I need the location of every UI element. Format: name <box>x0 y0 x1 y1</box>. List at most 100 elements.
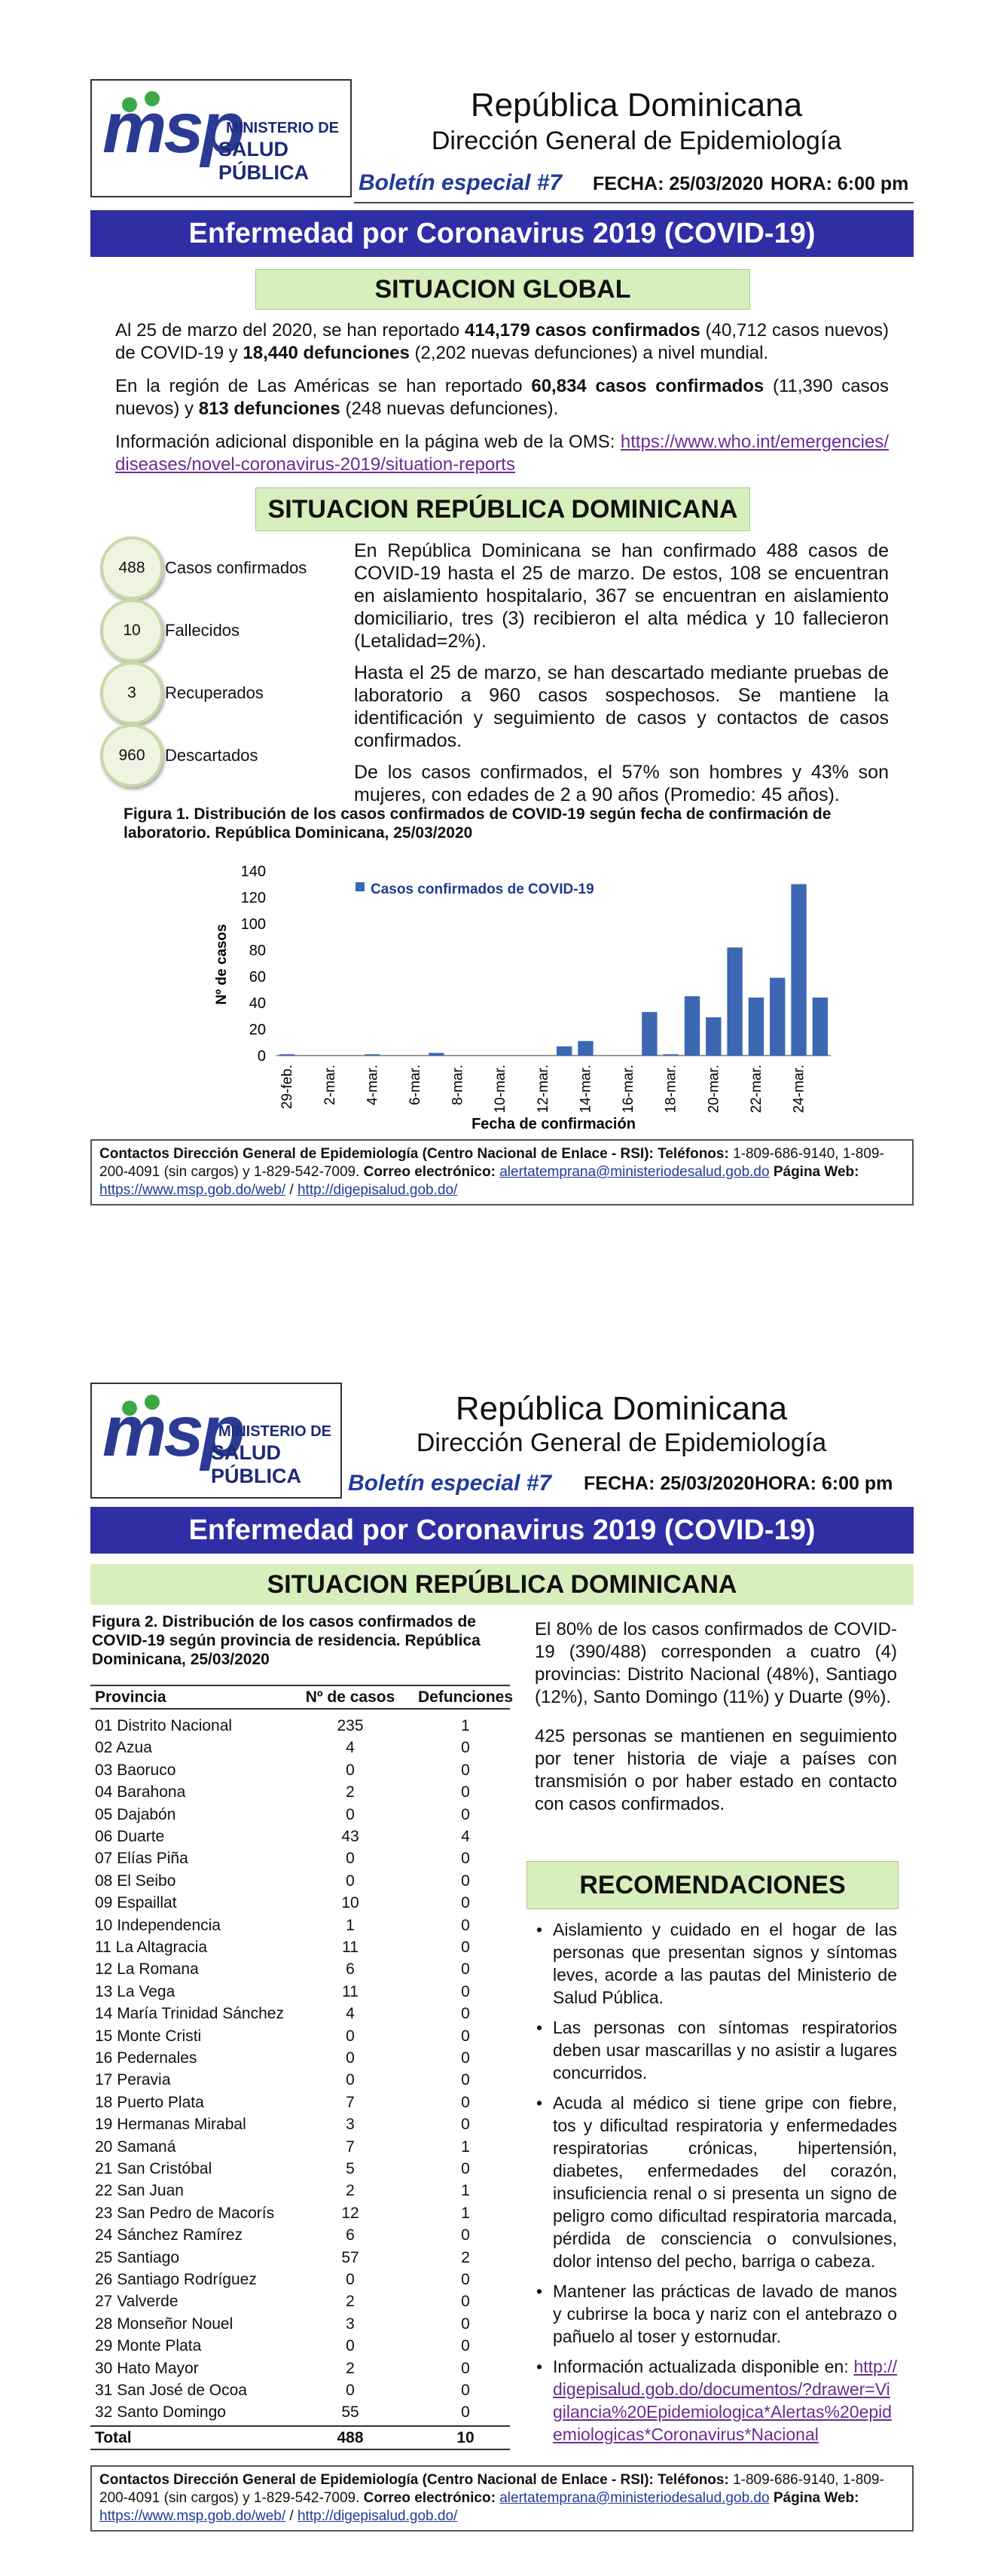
table-cell: 04 Barahona <box>95 1783 186 1801</box>
banner: Enfermedad por Coronavirus 2019 (COVID-1… <box>90 210 914 257</box>
chart: Nº de casos Fecha de confirmación Casos … <box>214 863 831 1132</box>
logo: msp MINISTERIO DE SALUD PÚBLICA <box>90 1383 342 1499</box>
table-cell: 2 <box>346 2182 355 2200</box>
text: (11,390 casos nuevos) y <box>115 376 889 419</box>
x-tick-label: 12-mar. <box>536 1065 551 1113</box>
table-row: 06 Duarte 43 4 <box>90 1826 510 1847</box>
link[interactable]: alertatemprana@ministeriodesalud.gob.do <box>499 1164 770 1180</box>
table-cell: 0 <box>346 2382 355 2399</box>
link[interactable]: https://www.msp.gob.do/web/ <box>99 2508 286 2524</box>
table-cell: 24 Sánchez Ramírez <box>95 2226 243 2244</box>
table-cell: 20 Samaná <box>95 2137 176 2156</box>
text: Página Web: <box>773 1164 859 1180</box>
text: (40,712 casos nuevos) de COVID-19 y <box>115 320 890 363</box>
table-cell: 1 <box>461 2137 470 2156</box>
bar <box>727 947 743 1056</box>
table-cell: 0 <box>461 1761 470 1779</box>
table-cell: 6 <box>346 2226 355 2244</box>
table-cell: 16 Pedernales <box>95 2049 197 2067</box>
text: Contactos Dirección General de Epidemiol… <box>99 1146 729 1162</box>
logo-line: SALUD PÚBLICA <box>211 1441 301 1487</box>
table-cell: 22 San Juan <box>95 2182 184 2200</box>
table-cell: 7 <box>346 2093 355 2111</box>
table-cell: 0 <box>461 2226 470 2244</box>
x-tick-label: 29-feb. <box>279 1065 295 1109</box>
table-cell: 0 <box>346 2027 355 2045</box>
link[interactable]: https://www.who.int/emergencies/diseases… <box>115 432 889 475</box>
link[interactable]: https://www.msp.gob.do/web/ <box>99 1182 286 1198</box>
section-heading: RECOMENDACIONES <box>526 1861 899 1909</box>
figure-caption: Figura 1. Distribución de los casos conf… <box>124 805 832 842</box>
link[interactable]: http://digepisalud.gob.do/ <box>297 1182 458 1198</box>
paragraph: Al 25 de marzo del 2020, se han reportad… <box>115 319 889 365</box>
indicator-circle: 960 <box>100 724 163 787</box>
paragraph: Información adicional disponible en la p… <box>115 431 889 476</box>
table-cell: 0 <box>461 1872 470 1890</box>
text: (248 nuevas defunciones). <box>340 399 559 419</box>
table-total: Total 488 10 <box>90 2425 510 2450</box>
table-cell: 0 <box>346 1850 355 1868</box>
footer: Contactos Dirección General de Epidemiol… <box>90 2465 914 2532</box>
table-cell: 03 Baoruco <box>95 1761 176 1779</box>
text: Correo electrónico: <box>363 1164 496 1180</box>
table-cell: 0 <box>461 2071 470 2089</box>
x-tick-label: 14-mar. <box>578 1065 594 1113</box>
text: Correo electrónico: <box>363 2490 496 2506</box>
table-row: 21 San Cristóbal 5 0 <box>90 2158 510 2180</box>
header-rule <box>354 202 914 203</box>
link[interactable]: http://digepisalud.gob.do/ <box>297 2508 458 2524</box>
country: República Dominicana <box>470 87 803 124</box>
table-cell: 19 Hermanas Mirabal <box>95 2116 246 2134</box>
text: 60,834 casos confirmados <box>531 376 764 396</box>
table-row: 09 Espaillat 10 0 <box>90 1892 510 1914</box>
table-cell: 4 <box>346 1739 355 1757</box>
link[interactable]: alertatemprana@ministeriodesalud.gob.do <box>499 2490 770 2506</box>
table-row: 02 Azua 4 0 <box>90 1737 510 1759</box>
logo: msp MINISTERIO DE SALUD PÚBLICA <box>90 79 352 197</box>
y-tick-label: 0 <box>258 1048 266 1065</box>
paragraph: El 80% de los casos confirmados de COVID… <box>535 1619 897 1707</box>
link[interactable]: http://digepisalud.gob.do/documentos/?dr… <box>553 2357 897 2444</box>
x-tick-label: 10-mar. <box>493 1065 508 1113</box>
global-text: Al 25 de marzo del 2020, se han reportad… <box>115 319 889 487</box>
table-row: 03 Baoruco 0 0 <box>90 1759 510 1781</box>
x-tick-label: 4-mar. <box>365 1065 380 1105</box>
legend-label: Casos confirmados de COVID-19 <box>371 882 594 897</box>
table-cell: 7 <box>346 2137 355 2156</box>
table-cell: 1 <box>461 2182 470 2200</box>
table-cell: 4 <box>461 1828 470 1845</box>
logo-line: MINISTERIO DE <box>218 1423 332 1440</box>
table-cell: 10 <box>456 2428 475 2446</box>
table-cell: 0 <box>461 1739 470 1757</box>
indicator-label: Recuperados <box>165 683 264 702</box>
table-cell: 0 <box>346 2049 355 2067</box>
table-header: Provincia Nº de casos Defunciones <box>90 1685 513 1710</box>
table-cell: 1 <box>461 1717 470 1734</box>
bar <box>791 884 807 1056</box>
table-cell: 0 <box>346 2071 355 2089</box>
table-row: 17 Peravia 0 0 <box>90 2069 510 2091</box>
directorate: Dirección General de Epidemiología <box>431 127 842 155</box>
bar <box>429 1053 444 1056</box>
logo-dot <box>122 1401 137 1416</box>
table-cell: 0 <box>461 1960 470 1979</box>
bulletin-number: Boletín especial #7 <box>348 1471 552 1496</box>
table-cell: 0 <box>461 1850 470 1868</box>
banner: Enfermedad por Coronavirus 2019 (COVID-1… <box>90 1507 914 1554</box>
table-row: 29 Monte Plata 0 0 <box>90 2335 510 2357</box>
logo-line: SALUD PÚBLICA <box>218 138 309 184</box>
bulletin-date: FECHA: 25/03/2020 <box>584 1473 755 1494</box>
bar <box>279 1054 295 1056</box>
table-row: 16 Pedernales 0 0 <box>90 2047 510 2069</box>
indicator-circle: 10 <box>100 599 163 662</box>
x-tick-label: 20-mar. <box>706 1065 722 1113</box>
y-tick-label: 120 <box>241 890 266 906</box>
table-cell: 29 Monte Plata <box>95 2337 202 2355</box>
country: República Dominicana <box>455 1390 788 1427</box>
table-cell: 0 <box>461 1982 470 2000</box>
paragraph: En República Dominicana se han confirmad… <box>354 540 889 652</box>
table-cell: Defunciones <box>417 1688 514 1706</box>
table-cell: 25 Santiago <box>95 2248 180 2266</box>
table-cell: 0 <box>461 2337 470 2355</box>
table-cell: 11 <box>342 1982 359 2000</box>
